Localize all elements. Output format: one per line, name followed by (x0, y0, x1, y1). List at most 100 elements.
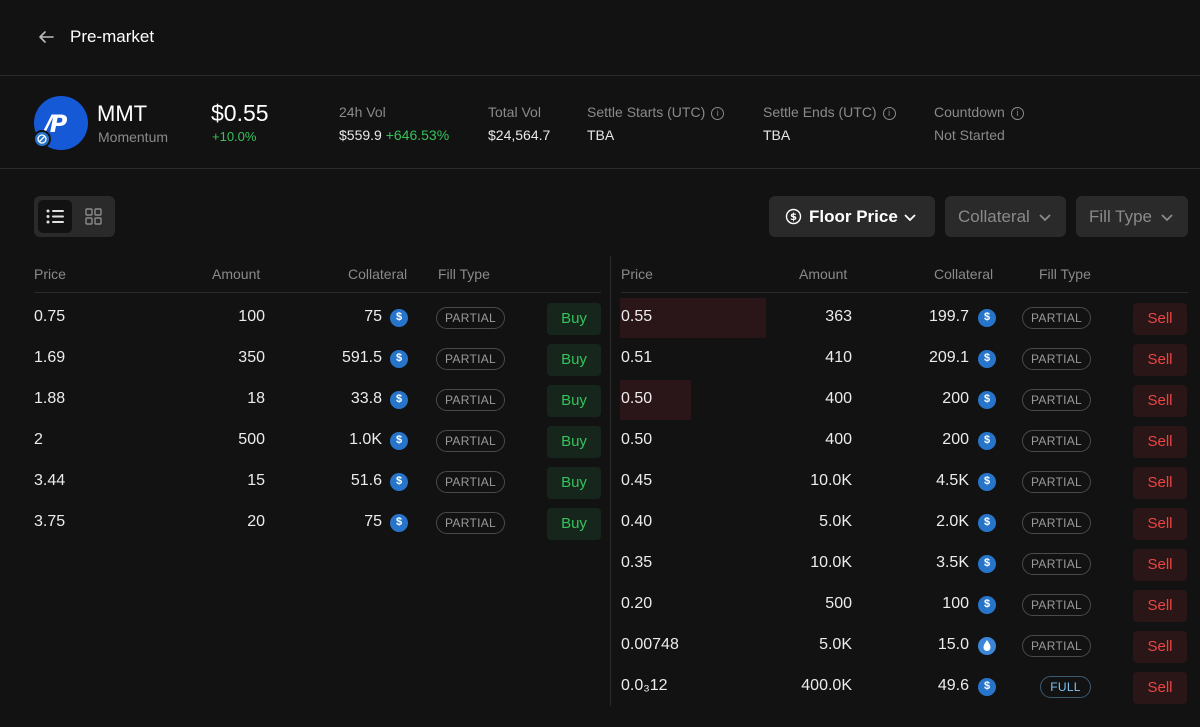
sell-button[interactable]: Sell (1133, 508, 1187, 540)
buy-button[interactable]: Buy (547, 508, 601, 540)
vol24h-amount: $559.9 (339, 127, 382, 143)
fill-type-badge: PARTIAL (1022, 553, 1091, 575)
usdc-icon: $ (978, 432, 996, 450)
order-collateral: 4.5K (936, 472, 969, 489)
countdown-value: Not Started (934, 127, 1005, 143)
order-amount: 400 (825, 390, 852, 407)
settle-start-label-text: Settle Starts (UTC) (587, 104, 706, 120)
info-icon[interactable]: i (711, 107, 725, 120)
order-amount: 363 (825, 308, 852, 325)
usdc-icon: $ (390, 514, 408, 532)
list-icon (46, 209, 64, 224)
sell-button[interactable]: Sell (1133, 549, 1187, 581)
order-price: 0.45 (621, 472, 653, 489)
usdc-icon: $ (978, 514, 996, 532)
fill-type-badge: PARTIAL (436, 430, 505, 452)
order-price: 0.20 (621, 595, 653, 612)
order-price: 2 (34, 431, 43, 448)
fill-type-badge: PARTIAL (1022, 635, 1091, 657)
sell-header-divider (621, 292, 1188, 293)
buy-button[interactable]: Buy (547, 467, 601, 499)
settle-end-label-text: Settle Ends (UTC) (763, 104, 877, 120)
info-icon[interactable]: i (882, 107, 896, 120)
usdc-icon: $ (978, 309, 996, 327)
buy-button[interactable]: Buy (547, 344, 601, 376)
order-collateral: 200 (942, 390, 969, 407)
sell-button[interactable]: Sell (1133, 303, 1187, 335)
collateral-filter-label: Collateral (958, 207, 1030, 226)
order-collateral: 199.7 (928, 308, 969, 325)
order-price: 0.75 (34, 308, 66, 325)
sui-token-icon (978, 637, 996, 655)
settle-end-value: TBA (763, 127, 791, 143)
fill-type-filter-label: Fill Type (1089, 207, 1152, 226)
info-icon[interactable]: i (1010, 107, 1024, 120)
sell-button[interactable]: Sell (1133, 590, 1187, 622)
order-collateral: 100 (942, 595, 969, 612)
usdc-icon: $ (978, 596, 996, 614)
order-collateral: 33.8 (350, 390, 382, 407)
sell-button[interactable]: Sell (1133, 344, 1187, 376)
buy-col-amount: Amount (212, 266, 261, 282)
usdc-icon: $ (978, 391, 996, 409)
order-amount: 15 (247, 472, 265, 489)
sell-col-price: Price (621, 266, 653, 282)
buy-header-divider (34, 292, 601, 293)
fill-type-badge: PARTIAL (436, 512, 505, 534)
order-price: 0.40 (621, 513, 653, 530)
sell-button[interactable]: Sell (1133, 672, 1187, 704)
order-price: 0.0₃12 (621, 677, 668, 694)
buy-order-row: 1.88 18 33.8 $ PARTIAL Buy (0, 379, 610, 420)
order-price: 0.50 (621, 390, 653, 407)
usdc-icon: $ (978, 678, 996, 696)
arrow-left-icon[interactable] (36, 27, 56, 47)
price-change: +10.0% (212, 129, 257, 144)
order-amount: 10.0K (810, 472, 852, 489)
usdc-icon: $ (390, 432, 408, 450)
buy-button[interactable]: Buy (547, 303, 601, 335)
vol24h-change: +646.53% (385, 127, 450, 143)
order-amount: 400.0K (801, 677, 852, 694)
order-collateral: 75 (364, 513, 382, 530)
sell-order-row: 0.35 10.0K 3.5K $ PARTIAL Sell (611, 543, 1200, 584)
buy-button[interactable]: Buy (547, 385, 601, 417)
buy-order-row: 1.69 350 591.5 $ PARTIAL Buy (0, 338, 610, 379)
depth-bar (620, 380, 691, 420)
depth-bar (620, 298, 766, 338)
sell-button[interactable]: Sell (1133, 467, 1187, 499)
sell-button[interactable]: Sell (1133, 426, 1187, 458)
fill-type-badge: FULL (1040, 676, 1091, 698)
usdc-icon: $ (390, 473, 408, 491)
buy-col-collateral: Collateral (348, 266, 408, 282)
grid-view-button[interactable] (77, 200, 111, 233)
svg-text:$: $ (790, 212, 797, 223)
order-collateral: 15.0 (937, 636, 969, 653)
order-price: 1.69 (34, 349, 66, 366)
sell-button[interactable]: Sell (1133, 631, 1187, 663)
order-amount: 18 (247, 390, 265, 407)
sell-order-row: 0.50 400 200 $ PARTIAL Sell (611, 379, 1200, 420)
sell-col-fill-type: Fill Type (1039, 266, 1091, 282)
settle-end-label: Settle Ends (UTC) i (763, 104, 896, 120)
buy-col-price: Price (34, 266, 66, 282)
sell-order-row: 0.51 410 209.1 $ PARTIAL Sell (611, 338, 1200, 379)
floor-price-filter[interactable]: $ Floor Price (769, 196, 935, 237)
token-symbol: MMT (97, 101, 148, 126)
fill-type-filter[interactable]: Fill Type (1076, 196, 1188, 237)
buy-button[interactable]: Buy (547, 426, 601, 458)
order-price: 0.00748 (621, 636, 679, 653)
token-name: Momentum (98, 129, 169, 145)
order-collateral: 1.0K (349, 431, 382, 448)
sell-button[interactable]: Sell (1133, 385, 1187, 417)
sell-order-row: 0.00748 5.0K 15.0 PARTIAL Sell (611, 625, 1200, 666)
order-amount: 20 (247, 513, 265, 530)
order-collateral: 200 (942, 431, 969, 448)
list-view-button[interactable] (38, 200, 72, 233)
order-collateral: 3.5K (936, 554, 969, 571)
sell-order-row: 0.40 5.0K 2.0K $ PARTIAL Sell (611, 502, 1200, 543)
countdown-label-text: Countdown (934, 104, 1005, 120)
collateral-filter[interactable]: Collateral (945, 196, 1066, 237)
network-badge-icon (33, 130, 51, 148)
order-collateral: 51.6 (350, 472, 382, 489)
buy-col-fill-type: Fill Type (438, 266, 490, 282)
